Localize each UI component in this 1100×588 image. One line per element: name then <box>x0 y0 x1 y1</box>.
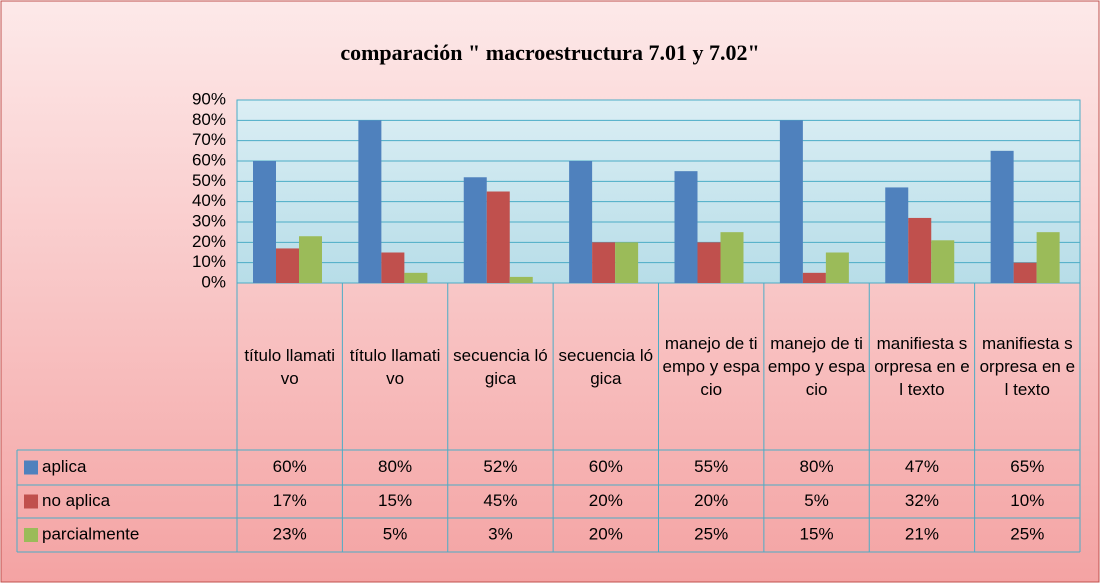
x-tick-label: secuencia lógica <box>453 345 548 388</box>
data-label: 60% <box>273 457 307 476</box>
bar <box>908 217 932 283</box>
bar <box>674 171 698 283</box>
x-tick-label: título llamativo <box>244 345 336 388</box>
y-tick-label: 40% <box>192 191 226 210</box>
bar <box>802 272 826 283</box>
y-tick-label: 50% <box>192 171 226 190</box>
category-cell: secuencia lógica <box>558 345 654 388</box>
data-label: 47% <box>905 457 939 476</box>
category-cell: título llamativo <box>349 345 441 388</box>
data-label: 60% <box>589 457 623 476</box>
category-cell: manifiesta sorpresa en el texto <box>979 334 1076 399</box>
data-label: 15% <box>378 491 412 510</box>
data-label: 17% <box>273 491 307 510</box>
bar <box>592 242 616 283</box>
bar <box>825 252 849 283</box>
data-label: 32% <box>905 491 939 510</box>
x-tick-label: manifiesta sorpresa en el texto <box>979 334 1076 399</box>
bar <box>253 161 276 283</box>
data-label: 45% <box>483 491 517 510</box>
category-cell: manejo de tiempo y espacio <box>662 334 760 399</box>
data-label: 65% <box>1010 457 1044 476</box>
category-cell: secuencia lógica <box>453 345 548 388</box>
data-label: 52% <box>483 457 517 476</box>
data-label: 20% <box>589 524 623 543</box>
y-tick-label: 30% <box>192 211 226 230</box>
data-label: 80% <box>800 457 834 476</box>
y-tick-label: 80% <box>192 110 226 129</box>
x-tick-label: manejo de tiempo y espacio <box>662 334 760 399</box>
bar <box>404 272 428 283</box>
data-label: 5% <box>383 524 408 543</box>
bar <box>569 161 593 283</box>
bar <box>779 120 803 283</box>
bar <box>615 242 639 283</box>
legend-swatch <box>24 528 38 542</box>
x-tick-label: manifiesta sorpresa en el texto <box>874 334 970 399</box>
bar <box>358 120 382 283</box>
data-label: 21% <box>905 524 939 543</box>
data-label: 10% <box>1010 491 1044 510</box>
category-cell: título llamativo <box>244 345 336 388</box>
bar <box>276 248 299 283</box>
data-label: 23% <box>273 524 307 543</box>
data-label: 20% <box>694 491 728 510</box>
x-tick-label: manejo de tiempo y espacio <box>767 334 866 399</box>
legend-swatch <box>24 460 38 475</box>
x-tick-label: título llamativo <box>349 345 441 388</box>
y-tick-label: 20% <box>192 232 226 251</box>
data-label: 3% <box>488 524 513 543</box>
bar <box>720 232 744 283</box>
y-tick-label: 90% <box>192 89 226 108</box>
bar <box>381 252 405 283</box>
legend-label: no aplica <box>42 491 111 510</box>
data-label: 5% <box>804 491 829 510</box>
data-label: 15% <box>800 524 834 543</box>
bar <box>697 242 721 283</box>
data-label: 25% <box>694 524 728 543</box>
bar <box>931 240 955 283</box>
x-tick-label: secuencia lógica <box>558 345 654 388</box>
category-cell: manifiesta sorpresa en el texto <box>874 334 970 399</box>
data-label: 25% <box>1010 524 1044 543</box>
y-tick-label: 70% <box>192 130 226 149</box>
data-label: 80% <box>378 457 412 476</box>
bar <box>1036 232 1060 283</box>
legend-label: aplica <box>42 457 87 476</box>
data-label: 20% <box>589 491 623 510</box>
bar <box>1013 262 1037 283</box>
legend-label: parcialmente <box>42 524 139 543</box>
data-label: 55% <box>694 457 728 476</box>
bar <box>885 187 909 283</box>
bar <box>463 177 487 283</box>
y-tick-label: 60% <box>192 150 226 169</box>
bar <box>509 276 533 283</box>
y-tick-label: 10% <box>192 252 226 271</box>
bar <box>486 191 510 283</box>
legend-swatch <box>24 494 38 509</box>
y-tick-label: 0% <box>201 272 226 291</box>
category-cell: manejo de tiempo y espacio <box>767 334 866 399</box>
bar <box>299 236 322 283</box>
chart-title: comparación " macroestructura 7.01 y 7.0… <box>340 40 759 65</box>
bar <box>990 150 1014 283</box>
